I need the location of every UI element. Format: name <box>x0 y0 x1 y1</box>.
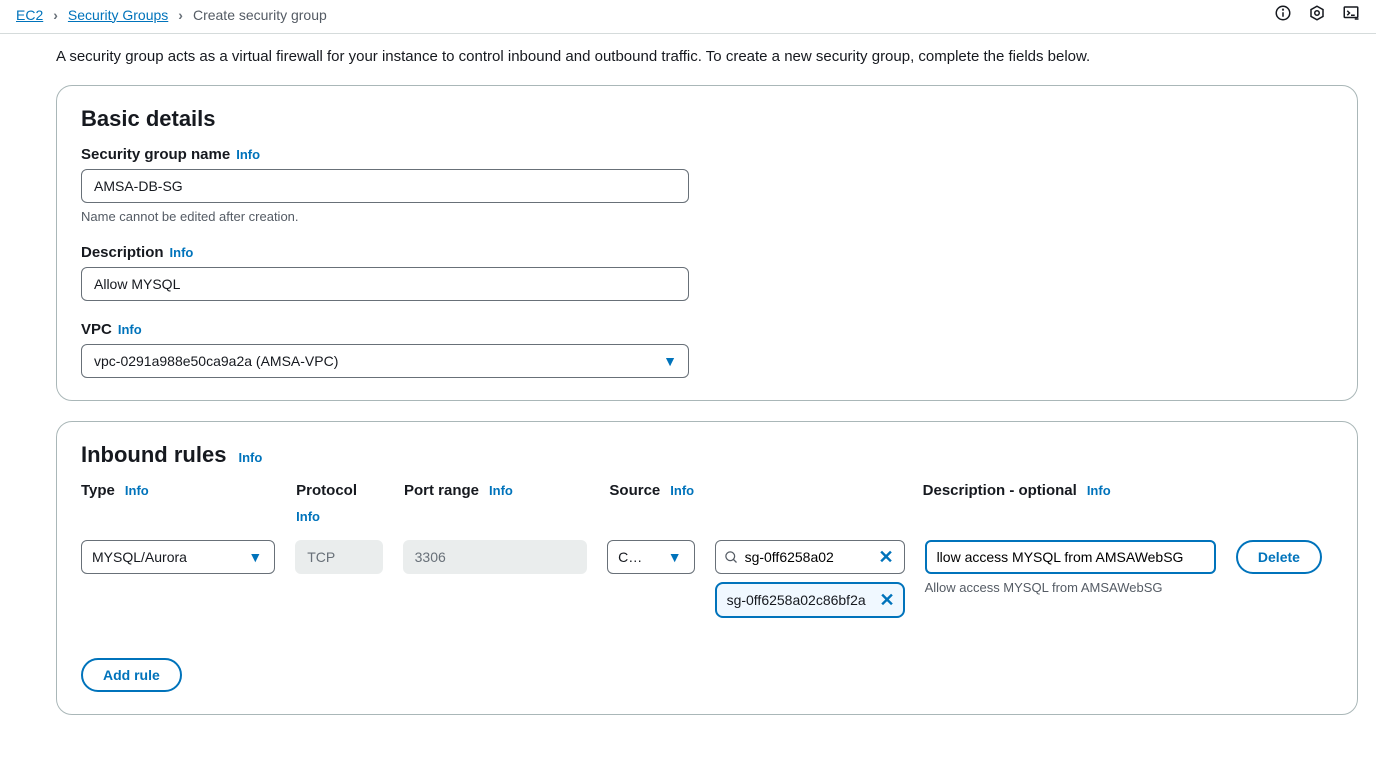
remove-chip-icon[interactable]: ✕ <box>879 590 894 611</box>
cloudshell-icon[interactable] <box>1342 4 1360 25</box>
sg-name-input[interactable] <box>81 169 689 203</box>
rule-description-echo: Allow access MYSQL from AMSAWebSG <box>925 580 1216 595</box>
rule-source-search[interactable]: ✕ <box>715 540 905 574</box>
sg-name-label: Security group name <box>81 146 230 163</box>
source-sg-chip[interactable]: sg-0ff6258a02c86bf2a ✕ <box>715 582 905 618</box>
clear-search-icon[interactable]: ✕ <box>876 547 895 568</box>
vpc-field: VPC Info vpc-0291a988e50ca9a2a (AMSA-VPC… <box>81 321 1333 378</box>
col-protocol: Protocol <box>296 482 357 499</box>
col-desc-info[interactable]: Info <box>1087 483 1111 498</box>
col-description: Description - optional <box>923 482 1077 499</box>
col-type-info[interactable]: Info <box>125 483 149 498</box>
add-rule-button[interactable]: Add rule <box>81 658 182 692</box>
col-port-info[interactable]: Info <box>489 483 513 498</box>
rule-description-input[interactable] <box>925 540 1216 574</box>
inbound-columns: Type Info Protocol Info Port range Info … <box>81 482 1333 524</box>
description-input[interactable] <box>81 267 689 301</box>
rule-source-mode-select[interactable]: C… ▼ <box>607 540 694 574</box>
vpc-label: VPC <box>81 321 112 338</box>
description-field: Description Info <box>81 244 1333 301</box>
inbound-rule-row: MYSQL/Aurora ▼ TCP 3306 C… ▼ ✕ sg-0ff625… <box>81 540 1333 618</box>
rule-protocol: TCP <box>295 540 382 574</box>
basic-details-title: Basic details <box>81 106 1333 132</box>
breadcrumb-security-groups[interactable]: Security Groups <box>68 7 168 23</box>
description-info-link[interactable]: Info <box>170 245 194 260</box>
settings-icon[interactable] <box>1308 4 1326 25</box>
rule-source-search-input[interactable] <box>745 549 871 565</box>
vpc-select[interactable]: vpc-0291a988e50ca9a2a (AMSA-VPC) <box>81 344 689 378</box>
caret-down-icon: ▼ <box>668 549 682 565</box>
basic-details-panel: Basic details Security group name Info N… <box>56 85 1358 401</box>
sg-name-info-link[interactable]: Info <box>236 147 260 162</box>
caret-down-icon: ▼ <box>248 549 262 565</box>
breadcrumb-ec2[interactable]: EC2 <box>16 7 43 23</box>
col-source: Source <box>609 482 660 499</box>
chevron-icon: › <box>178 7 183 23</box>
top-bar: EC2 › Security Groups › Create security … <box>0 0 1376 34</box>
header-icons <box>1274 4 1360 25</box>
security-group-name-field: Security group name Info Name cannot be … <box>81 146 1333 224</box>
col-protocol-info[interactable]: Info <box>296 509 320 524</box>
inbound-rules-title: Inbound rules Info <box>81 442 1333 468</box>
vpc-info-link[interactable]: Info <box>118 322 142 337</box>
sg-name-helper: Name cannot be edited after creation. <box>81 209 1333 224</box>
inbound-rules-panel: Inbound rules Info Type Info Protocol In… <box>56 421 1358 715</box>
col-type: Type <box>81 482 115 499</box>
page-description: A security group acts as a virtual firew… <box>0 34 1376 65</box>
breadcrumbs: EC2 › Security Groups › Create security … <box>16 7 327 23</box>
col-source-info[interactable]: Info <box>670 483 694 498</box>
breadcrumb-current: Create security group <box>193 7 327 23</box>
search-icon <box>724 550 739 565</box>
chevron-icon: › <box>53 7 58 23</box>
rule-port: 3306 <box>403 540 588 574</box>
description-label: Description <box>81 244 164 261</box>
rule-type-select[interactable]: MYSQL/Aurora ▼ <box>81 540 275 574</box>
info-icon[interactable] <box>1274 4 1292 25</box>
col-port: Port range <box>404 482 479 499</box>
inbound-info-link[interactable]: Info <box>238 450 262 465</box>
delete-rule-button[interactable]: Delete <box>1236 540 1322 574</box>
